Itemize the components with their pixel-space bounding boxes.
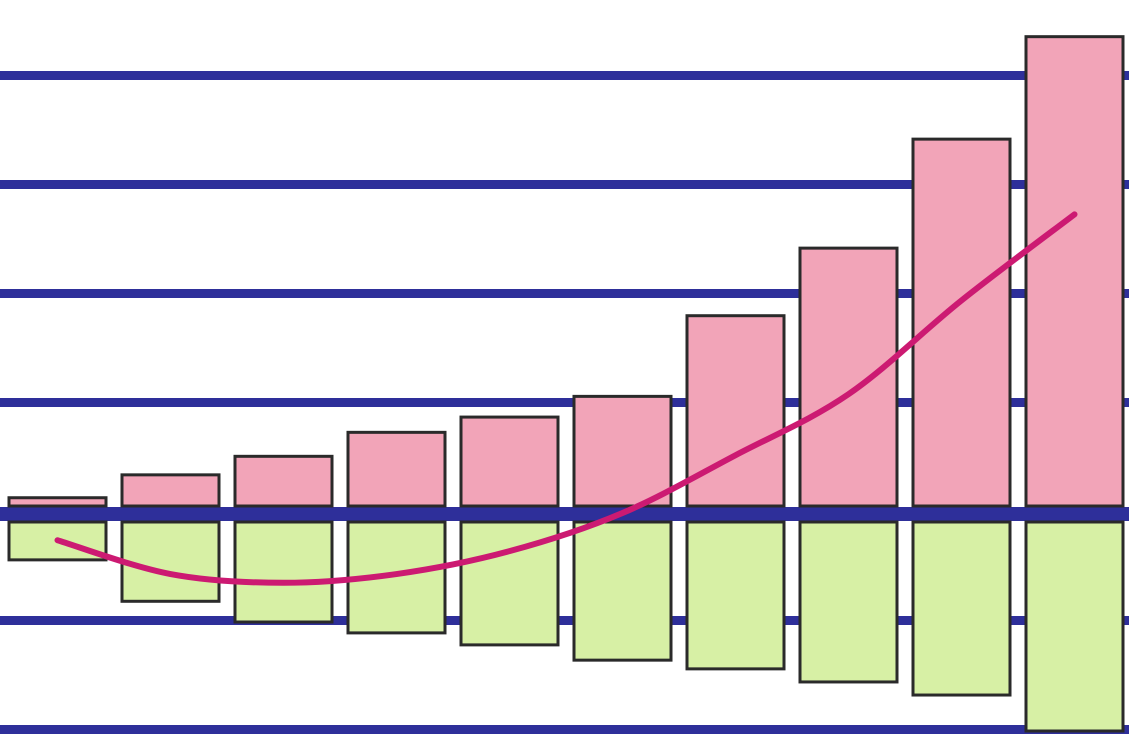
bar-negative	[120, 520, 221, 603]
bar-positive	[346, 430, 447, 508]
gridline	[0, 180, 1129, 189]
trend-line	[54, 211, 1078, 586]
gridline	[0, 616, 1129, 625]
bar-negative	[233, 520, 334, 624]
gridline	[0, 725, 1129, 734]
gridline	[0, 289, 1129, 298]
bar-negative	[685, 520, 786, 671]
gridlines	[0, 71, 1129, 734]
bar-positive	[911, 137, 1012, 508]
bar-positive	[459, 415, 560, 508]
bar-positive	[120, 473, 221, 508]
bar-positive	[685, 314, 786, 508]
gridline	[0, 507, 1129, 521]
trend-line-group	[54, 211, 1078, 586]
bar-negative	[911, 520, 1012, 697]
bar-negative	[798, 520, 899, 684]
bar-positive	[798, 246, 899, 508]
gridline	[0, 398, 1129, 407]
bar-positive	[7, 496, 108, 508]
bar-positive	[572, 394, 673, 508]
bar-negative	[1024, 520, 1125, 733]
bar-positive	[1024, 35, 1125, 508]
bar-positive	[233, 454, 334, 508]
bars	[7, 35, 1125, 733]
bar-negative	[572, 520, 673, 662]
gridline	[0, 71, 1129, 80]
